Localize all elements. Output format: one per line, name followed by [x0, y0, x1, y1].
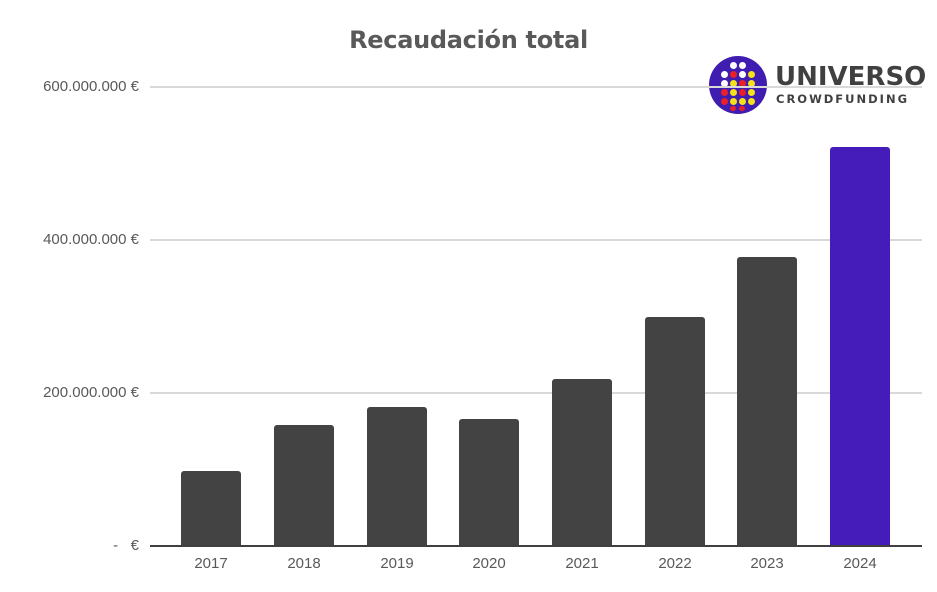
x-tick-label: 2020 — [472, 555, 506, 572]
logo-dots-icon — [709, 56, 767, 114]
x-tick-label: 2023 — [750, 555, 784, 572]
y-tick-label: 400.000.000 € — [43, 231, 139, 248]
x-tick-label: 2018 — [287, 555, 321, 572]
x-tick-label: 2017 — [194, 555, 228, 572]
y-tick-label: 600.000.000 € — [43, 78, 139, 95]
x-tick-label: 2021 — [565, 555, 599, 572]
gridline-200m — [150, 392, 922, 394]
bar-2021 — [552, 379, 612, 546]
y-tick-label: - € — [113, 537, 139, 554]
gridline-400m — [150, 239, 922, 241]
bar-2018 — [274, 425, 334, 546]
x-axis-line — [150, 545, 922, 547]
x-tick-label: 2024 — [843, 555, 877, 572]
chart-title: Recaudación total — [349, 26, 588, 54]
logo-subtitle: CROWDFUNDING — [776, 92, 910, 106]
bar-2019 — [367, 407, 427, 546]
x-tick-label: 2022 — [658, 555, 692, 572]
bar-2017 — [181, 471, 241, 546]
bar-2020 — [459, 419, 519, 546]
bar-2022 — [645, 317, 705, 546]
y-tick-label: 200.000.000 € — [43, 384, 139, 401]
gridline-600m — [150, 86, 922, 88]
bar-2024 — [830, 147, 890, 546]
bar-2023 — [737, 257, 797, 546]
x-tick-label: 2019 — [380, 555, 414, 572]
